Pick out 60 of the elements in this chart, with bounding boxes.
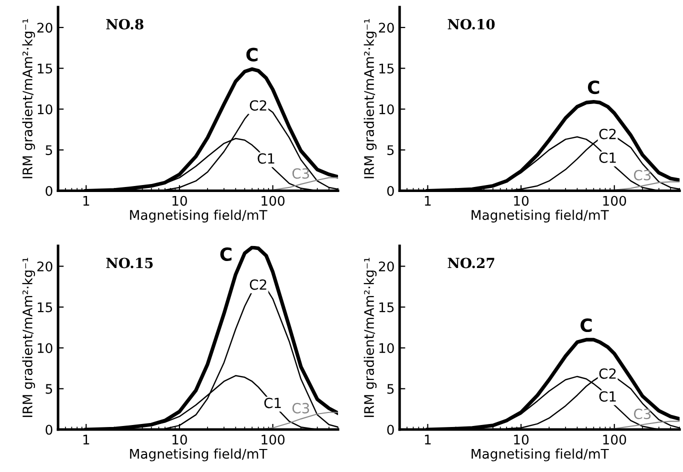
x-tick-label: 1 <box>424 196 431 206</box>
text: NO.8 <box>106 18 144 30</box>
y-tick-label: 0 <box>387 186 394 196</box>
x-tick-label: 1 <box>424 434 431 444</box>
y-axis-title: IRM gradient/mAm²·kg⁻¹ <box>22 258 36 417</box>
x-tick-label: 10 <box>172 434 187 445</box>
y-tick-label: 20 <box>37 22 52 33</box>
series-label: C1 <box>599 152 616 163</box>
y-axis-title: IRM gradient/mAm²·kg⁻¹ <box>364 258 377 417</box>
text: NO.27 <box>448 258 494 268</box>
y-tick-label: 5 <box>387 384 394 394</box>
x-tick-label: 100 <box>262 196 285 206</box>
y-tick-label: 20 <box>378 261 394 272</box>
y-tick-label: 5 <box>387 145 394 156</box>
series-label: C2 <box>250 100 266 111</box>
y-tick-label: 5 <box>46 384 52 394</box>
series-label: C2 <box>599 368 616 379</box>
text: NO.10 <box>448 18 495 30</box>
x-tick-label: 100 <box>603 196 626 206</box>
series-label: C1 <box>258 153 274 164</box>
series-label: C1 <box>599 391 616 402</box>
y-tick-label: 5 <box>46 145 52 156</box>
series-label: C3 <box>634 170 651 180</box>
series-label: C1 <box>264 398 281 408</box>
y-tick-label: 10 <box>38 343 52 354</box>
y-tick-label: 15 <box>379 302 394 312</box>
x-tick-label: 10 <box>514 196 529 206</box>
x-axis-title: Magnetising field/mT <box>130 448 268 462</box>
y-tick-label: 15 <box>379 64 394 74</box>
y-tick-label: 10 <box>379 104 394 114</box>
y-axis-title: IRM gradient/mAm²·kg⁻¹ <box>364 19 377 178</box>
series-label: C2 <box>599 128 616 140</box>
y-tick-label: 0 <box>387 424 394 435</box>
y-tick-label: 15 <box>38 64 52 74</box>
x-tick-label: 10 <box>514 434 529 445</box>
series-label: C <box>580 318 592 332</box>
y-tick-label: 20 <box>37 261 52 272</box>
series-label: C2 <box>250 279 266 290</box>
series-label: C3 <box>292 168 310 179</box>
y-tick-label: 0 <box>46 424 52 435</box>
x-axis-title: Magnetising field/mT <box>472 448 609 462</box>
x-tick-label: 10 <box>172 196 187 206</box>
series-label: C <box>220 247 232 262</box>
x-tick-label: 100 <box>262 434 285 445</box>
y-tick-label: 10 <box>38 104 52 114</box>
series-label: C <box>246 48 258 62</box>
y-tick-label: 10 <box>379 343 394 354</box>
series-label: C3 <box>634 408 651 420</box>
y-axis-title: IRM gradient/mAm²·kg⁻¹ <box>22 19 36 178</box>
x-tick-label: 100 <box>603 434 626 445</box>
y-tick-label: 20 <box>378 22 394 33</box>
x-tick-label: 1 <box>83 434 90 444</box>
x-tick-label: 1 <box>83 196 90 206</box>
text: NO.15 <box>106 258 153 268</box>
x-axis-title: Magnetising field/mT <box>472 210 609 223</box>
x-axis-title: Magnetising field/mT <box>130 210 268 223</box>
series-label: C3 <box>292 402 310 414</box>
y-tick-label: 0 <box>46 186 52 196</box>
y-tick-label: 15 <box>38 302 52 312</box>
series-label: C <box>588 80 600 94</box>
